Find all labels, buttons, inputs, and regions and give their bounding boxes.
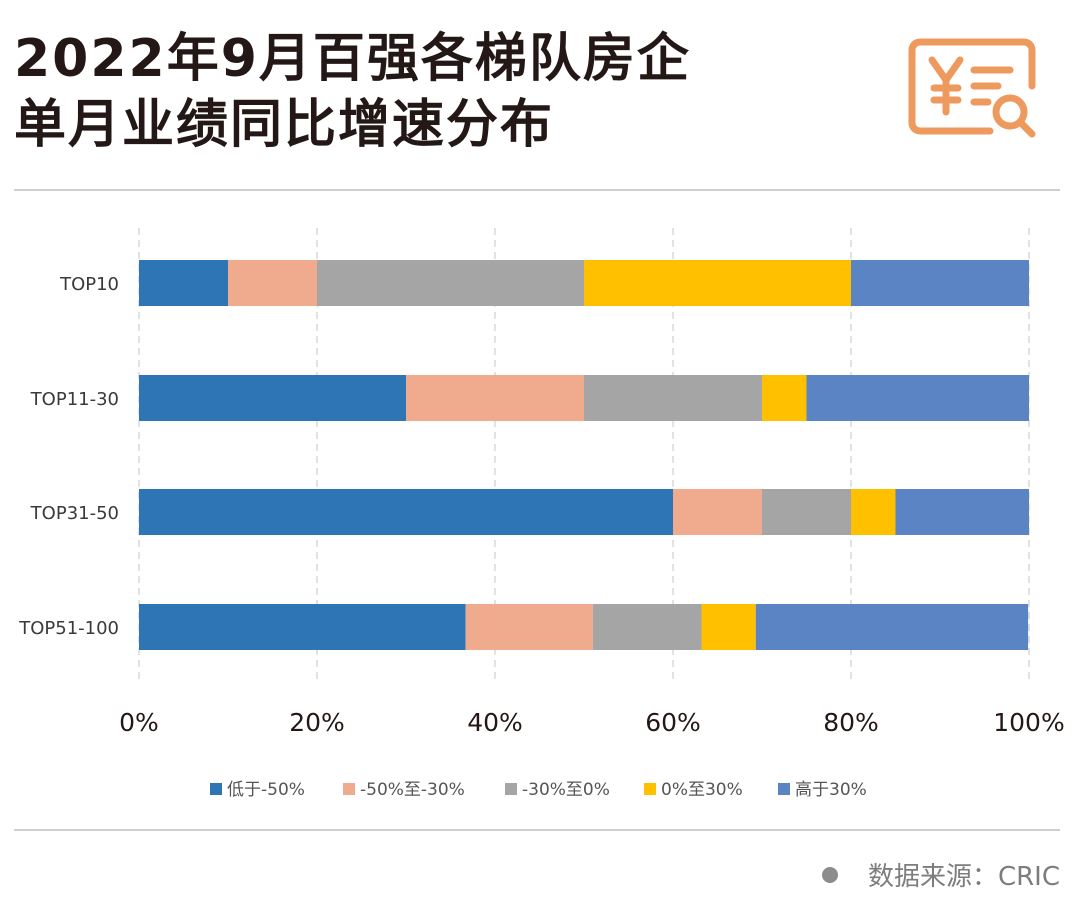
bar-segment (139, 604, 466, 650)
bar-segment (406, 375, 584, 421)
bar-segment (762, 489, 851, 535)
x-tick-label: 40% (467, 708, 523, 737)
legend-label: 高于30% (795, 780, 867, 800)
x-tick-label: 100% (993, 708, 1064, 737)
source-text: 数据来源：CRIC (867, 862, 1060, 892)
x-tick-label: 20% (289, 708, 345, 737)
category-label: TOP51-100 (18, 618, 119, 639)
yuan-document-search-icon (908, 38, 1036, 138)
legend-swatch (343, 783, 355, 795)
bar-segment (673, 489, 762, 535)
category-label: TOP11-30 (30, 389, 119, 410)
page-title: 2022年9月百强各梯队房企 单月业绩同比增速分布 (14, 26, 691, 158)
legend-label: -50%至-30% (360, 780, 465, 800)
category-labels: TOP10 TOP11-30 TOP31-50 TOP51-100 (18, 274, 119, 639)
bar-segment (592, 604, 702, 650)
x-tick-label: 80% (823, 708, 879, 737)
title-line-2: 单月业绩同比增速分布 (14, 95, 555, 155)
bar-segment (701, 604, 756, 650)
bar-segment (139, 489, 673, 535)
bar-segment (139, 260, 228, 306)
bar-segment (755, 604, 1029, 650)
bar-segment (584, 375, 762, 421)
x-tick-label: 0% (119, 708, 159, 737)
bar-segment (895, 489, 1029, 535)
bar-segment (228, 260, 317, 306)
bar-segment (139, 375, 406, 421)
source-note: 数据来源：CRIC (821, 856, 1060, 893)
legend-swatch (505, 783, 517, 795)
x-tick-label: 60% (645, 708, 701, 737)
top-divider (14, 189, 1060, 191)
legend-label: -30%至0% (522, 780, 610, 800)
legend-swatch (644, 783, 656, 795)
legend-swatch (210, 783, 222, 795)
bar-segment (851, 489, 896, 535)
bar-segment (465, 604, 593, 650)
bar-segment (584, 260, 851, 306)
title-line-1: 2022年9月百强各梯队房企 (14, 29, 691, 89)
bar-segment (851, 260, 1029, 306)
bars (139, 260, 1029, 650)
legend: 低于-50% -50%至-30% -30%至0% 0%至30% 高于30% (210, 780, 867, 800)
bar-segment (806, 375, 1029, 421)
stacked-bar-chart: TOP10 TOP11-30 TOP31-50 TOP51-100 0% 20% 40% 6… (18, 228, 1065, 800)
bar-segment (762, 375, 807, 421)
bottom-divider (14, 829, 1060, 831)
circle-icon (821, 866, 838, 883)
legend-swatch (778, 783, 790, 795)
legend-label: 低于-50% (227, 780, 305, 800)
bar-segment (317, 260, 584, 306)
x-tick-labels: 0% 20% 40% 60% 80% 100% (119, 708, 1065, 737)
category-label: TOP10 (59, 274, 119, 295)
legend-label: 0%至30% (661, 780, 743, 800)
category-label: TOP31-50 (30, 503, 119, 524)
